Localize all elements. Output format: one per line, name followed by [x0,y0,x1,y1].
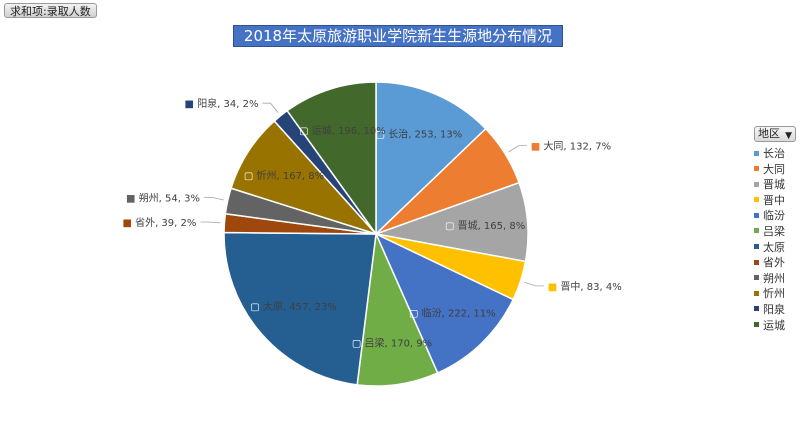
leader-line [508,145,527,153]
legend-swatch [754,197,759,203]
pie-slice[interactable] [375,81,487,236]
data-label: ▢ 忻州, 167, 8% [244,169,324,182]
data-label: ■ 晋中, 83, 4% [548,280,622,293]
leader-line [524,281,544,287]
legend-swatch [754,290,759,296]
data-label: ▢ 太原, 457, 23% [250,300,337,313]
leader-line [262,102,279,113]
legend-swatch [754,275,759,281]
legend-entry: 晋中 [754,193,798,209]
legend-swatch [754,322,759,328]
legend-entry: 长治 [754,146,798,162]
leader-line [200,221,221,224]
legend-swatch [754,150,759,156]
legend-label: 太原 [763,240,785,254]
chart-title: 2018年太原旅游职业学院新生生源地分布情况 [233,25,563,47]
pie-slice[interactable] [286,81,377,237]
legend-swatch [754,244,759,250]
legend-entry: 太原 [754,240,798,256]
legend-label: 吕梁 [763,224,785,238]
pie-slice[interactable] [223,231,377,386]
legend-swatch [754,228,759,234]
data-label: ■ 阳泉, 34, 2% [185,97,259,110]
legend-label: 忻州 [763,287,785,301]
legend-label: 运城 [763,318,785,332]
legend-swatch [754,259,759,265]
legend-entry: 忻州 [754,286,798,302]
legend-entry: 临汾 [754,208,798,224]
legend-entry: 晋城 [754,177,798,193]
legend-entry: 阳泉 [754,302,798,318]
legend-swatch [754,181,759,187]
legend-swatch [754,306,759,312]
legend-label: 省外 [763,256,785,270]
legend-items: 长治大同晋城 晋中临汾 吕梁太原省外 朔州忻州 阳泉运城 [754,146,798,333]
legend-filter-label: 地区 [758,127,780,140]
legend-entry: 大同 [754,162,798,178]
legend-swatch [754,166,759,172]
legend-label: 晋城 [763,178,785,192]
legend-label: 长治 [763,147,785,160]
data-label: ■ 大同, 132, 7% [531,140,611,153]
legend-entry: 朔州 [754,271,798,287]
value-field-button[interactable]: 求和项:录取人数 [4,3,97,18]
legend-label: 临汾 [763,209,785,223]
legend-entry: 吕梁 [754,224,798,240]
legend-label: 阳泉 [763,302,785,316]
legend-entry: 省外 [754,255,798,271]
data-label: ▢ 晋城, 165, 8% [445,220,525,232]
legend-entry: 运城 [754,318,798,334]
legend-label: 大同 [763,162,785,176]
data-label: ▢ 吕梁, 170, 9% [352,336,432,349]
data-label: ▢ 长治, 253, 13% [376,127,463,140]
legend-swatch [754,212,759,218]
chevron-down-icon: ▼ [785,131,792,141]
data-label: ■ 朔州, 54, 3% [126,191,200,204]
data-label: ■ 省外, 39, 2% [122,216,196,229]
leader-line [204,196,224,201]
pie-slice[interactable] [356,231,439,387]
pie-slice[interactable] [374,232,515,374]
data-label: ▢ 临汾, 222, 11% [409,307,496,320]
legend-label: 朔州 [763,271,785,285]
legend-label: 晋中 [763,193,785,207]
legend: 地区 ▼ 长治大同晋城 晋中临汾 吕梁太原省外 朔州忻州 阳泉运城 [754,126,798,333]
data-label: ▢ 运城, 196, 10% [299,125,386,137]
legend-filter-button[interactable]: 地区 ▼ [754,126,796,142]
